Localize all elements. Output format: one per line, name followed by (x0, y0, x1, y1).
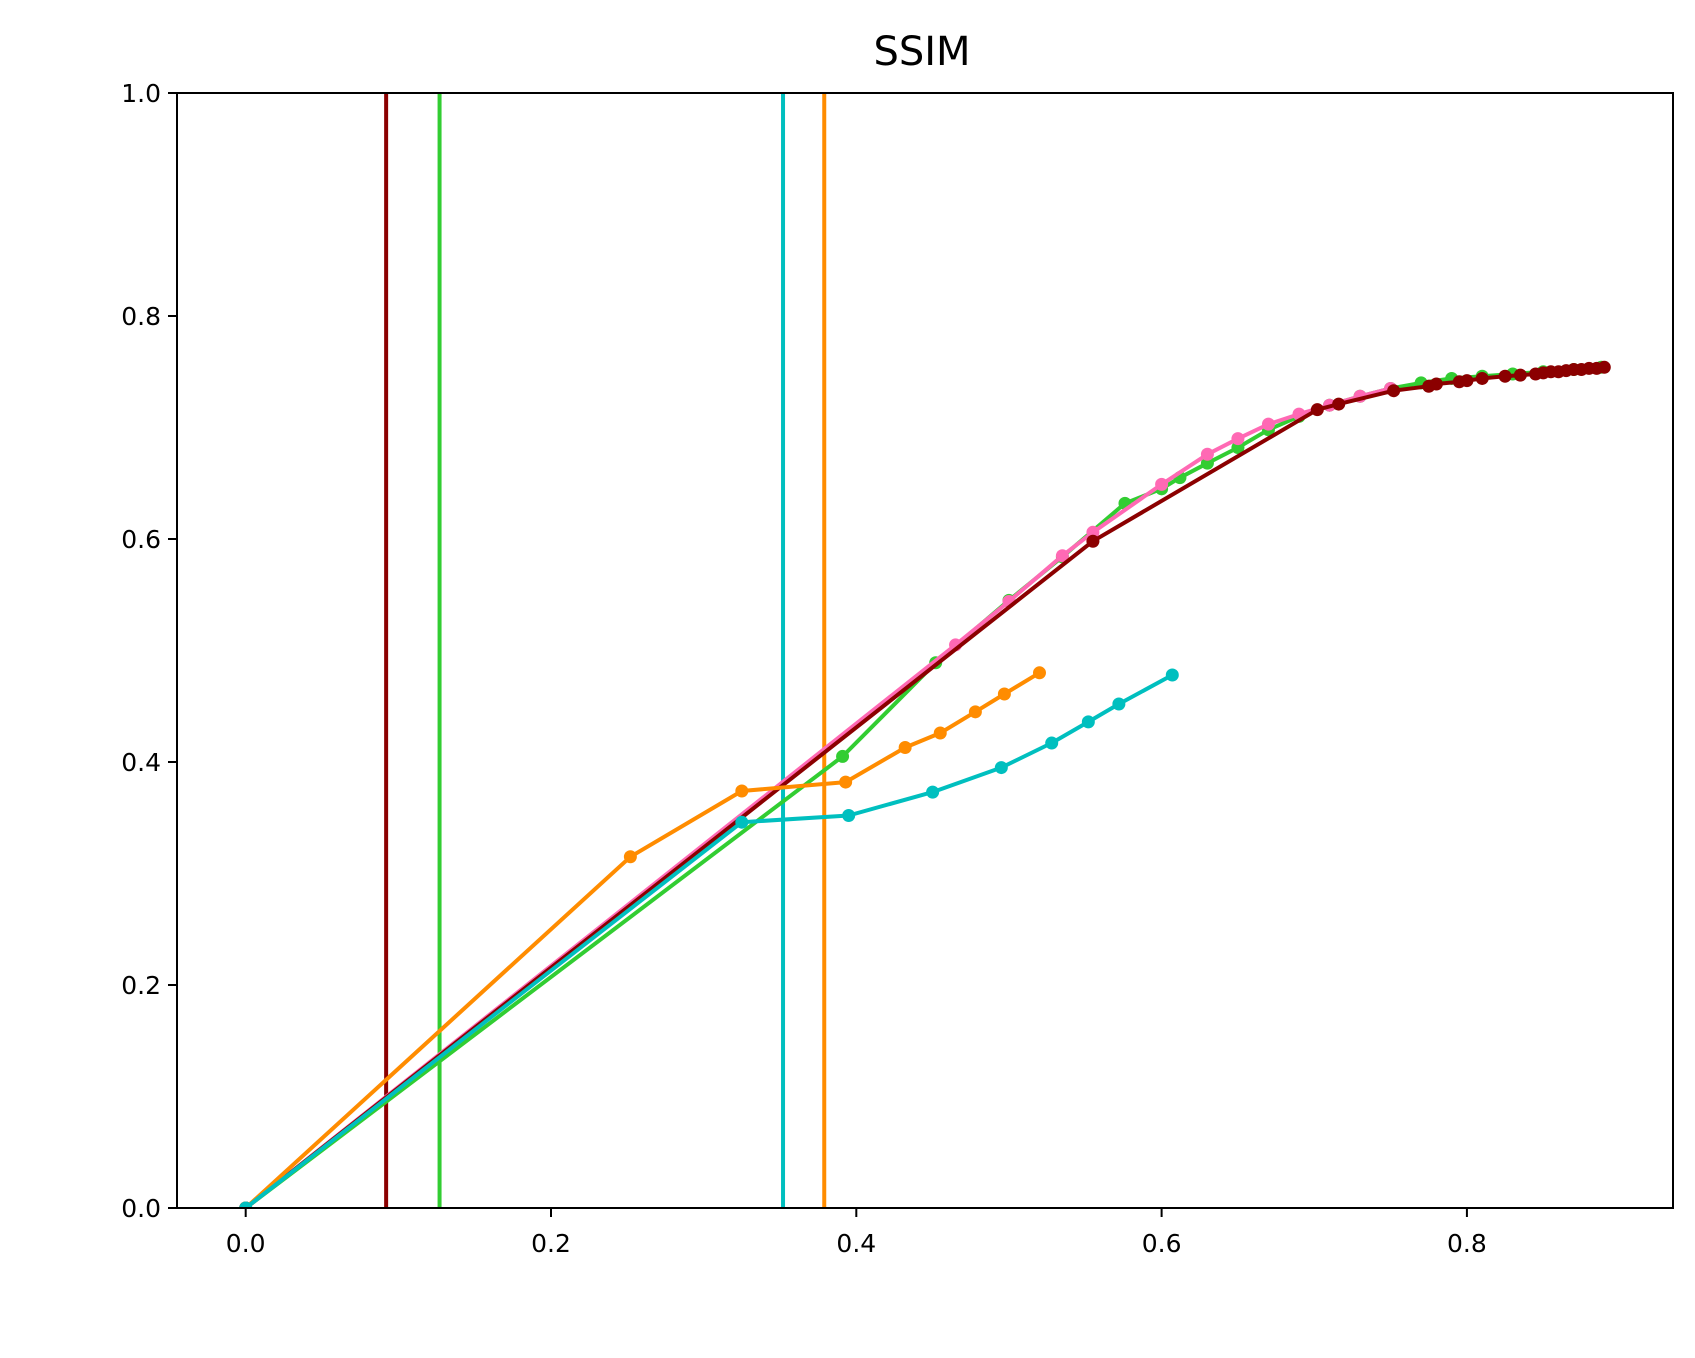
series-5-point-9 (1165, 668, 1179, 682)
series-5-point-8 (1112, 697, 1126, 711)
series-5-point-6 (1045, 736, 1059, 750)
series-3-point-9 (1460, 374, 1474, 388)
series-5-point-1 (239, 1201, 253, 1208)
series-3-point-4 (1332, 397, 1346, 411)
series-4 (239, 666, 1046, 1208)
y-tick-label-4: 0.6 (121, 525, 161, 554)
series-3-point-3 (1310, 403, 1324, 417)
series-4-line (243, 670, 1042, 1208)
y-tick-label-1: 0.0 (121, 1194, 161, 1223)
series-5-point-3 (842, 809, 856, 823)
plot-area (239, 93, 1611, 1208)
series-3-point-12 (1513, 368, 1527, 382)
x-tick-label-3: 0.4 (836, 1229, 876, 1258)
axes: 0.0 0.2 0.4 0.6 0.8 0.0 0.2 0.4 0.6 0.8 1.0 (121, 79, 1487, 1258)
y-tick-label-6: 1.0 (121, 79, 161, 108)
series-2-point-5 (1086, 525, 1100, 539)
series-2-point-4 (1055, 549, 1069, 563)
series-1-point-10 (1231, 441, 1245, 455)
series-3-point-10 (1475, 371, 1489, 385)
series-2-point-6 (1155, 477, 1169, 491)
series-3-point-11 (1498, 369, 1512, 383)
series-4-point-8 (997, 687, 1011, 701)
series-3 (239, 360, 1611, 1208)
series-2-point-8 (1231, 432, 1245, 446)
series-1-line (243, 365, 1604, 1208)
series-2-point-9 (1261, 417, 1275, 431)
x-tick-label-1: 0.0 (226, 1229, 266, 1258)
series-5-point-4 (926, 785, 940, 799)
series-2-point-7 (1200, 447, 1214, 461)
x-tick-label-4: 0.6 (1142, 1229, 1182, 1258)
series-3-point-2 (1086, 534, 1100, 548)
series-1 (239, 360, 1608, 1208)
series-3-point-7 (1429, 377, 1443, 391)
series-2 (239, 381, 1398, 1208)
plot-frame (176, 92, 1674, 1209)
series-4-point-9 (1032, 666, 1046, 680)
y-tick-label-5: 0.8 (121, 302, 161, 331)
series-1-point-2 (836, 749, 850, 763)
series-5-point-5 (994, 761, 1008, 775)
series-5-point-7 (1081, 715, 1095, 729)
series-5-point-2 (735, 815, 749, 829)
series-4-point-2 (623, 850, 637, 864)
series-2-line (243, 386, 1393, 1208)
series-3-point-22 (1597, 360, 1611, 374)
series-4-point-5 (898, 741, 912, 755)
y-tick-label-2: 0.2 (121, 971, 161, 1000)
y-tick-label-3: 0.4 (121, 748, 161, 777)
x-tick-label-2: 0.2 (531, 1229, 571, 1258)
series-3-line (243, 365, 1607, 1208)
chart-title: SSIM (873, 29, 970, 75)
series-1-point-9 (1200, 456, 1214, 470)
series-4-point-6 (933, 726, 947, 740)
series-4-point-3 (735, 784, 749, 798)
series-4-point-4 (839, 775, 853, 789)
series-3-point-5 (1387, 384, 1401, 398)
series-5 (239, 668, 1179, 1208)
series-4-point-7 (968, 705, 982, 719)
x-tick-label-5: 0.8 (1447, 1229, 1487, 1258)
